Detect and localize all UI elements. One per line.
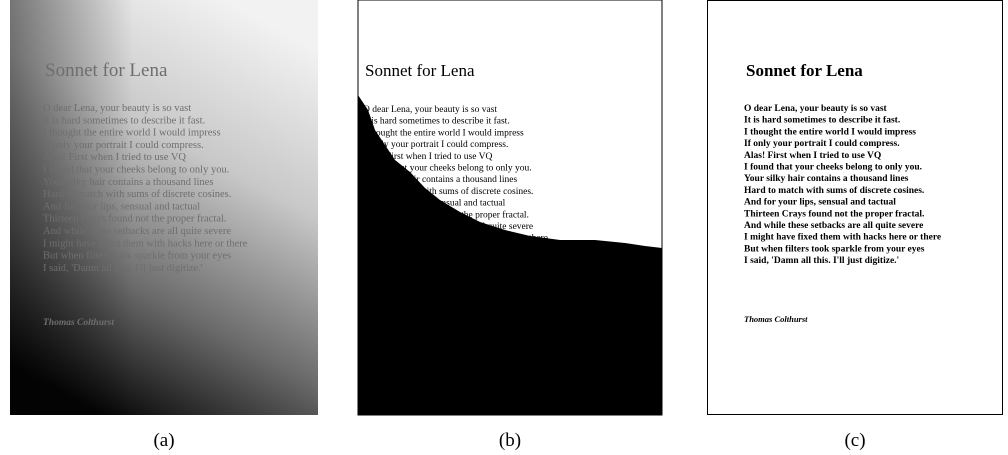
poem-line: O dear Lena, your beauty is so vast (744, 104, 888, 114)
poem-line: I thought the entire world I would impre… (363, 128, 524, 138)
poem-title: Sonnet for Lena (45, 60, 168, 81)
caption: (b) (499, 430, 521, 451)
poem-line: If only your portrait I could compress. (744, 139, 900, 149)
poem-line: I said, 'Damn all this. I'll just digiti… (744, 256, 899, 266)
poem-line: Thirteen Crays found not the proper frac… (744, 209, 924, 219)
poem-line: O dear Lena, your beauty is so vast (43, 103, 191, 114)
poem-line: I thought the entire world I would impre… (43, 128, 221, 139)
poem-line: Alas! First when I tried to use VQ (43, 152, 186, 163)
poem-line: If only your portrait I could compress. (43, 140, 204, 151)
poem-line: And while these setbacks are all quite s… (744, 221, 923, 231)
poem-line: But when filters took sparkle from your … (43, 251, 231, 262)
poem-line: Hard to match with sums of discrete cosi… (744, 186, 924, 196)
poem-line: But when filters took sparkle from your … (744, 244, 925, 254)
poem-author: Thomas Colthurst (43, 318, 114, 328)
poem-line: It is hard sometimes to describe it fast… (363, 116, 510, 127)
poem-line: Hard to match with sums of discrete cosi… (43, 189, 231, 200)
poem-author: Thomas Colthurst (744, 314, 808, 324)
figure: Sonnet for Lena O dear Lena, your beauty … (0, 0, 1008, 455)
poem-line: Thirteen Crays found not the proper frac… (43, 214, 226, 225)
caption: (a) (153, 430, 174, 451)
poem-line: Your silky hair contains a thousand line… (43, 177, 213, 188)
poem-line: I thought the entire world I would impre… (744, 127, 916, 137)
poem-line: It is hard sometimes to describe it fast… (744, 116, 900, 126)
poem-line: And for your lips, sensual and tactual (744, 198, 896, 208)
poem-line: Your silky hair contains a thousand line… (744, 174, 909, 184)
poem-line: I said, 'Damn all this. I'll just digiti… (43, 263, 203, 274)
poem-line: Alas! First when I tried to use VQ (744, 151, 881, 161)
poem-title: Sonnet for Lena (746, 61, 863, 80)
caption: (c) (844, 430, 865, 451)
poem-line: And while these setbacks are all quite s… (43, 226, 231, 237)
poem-line: It is hard sometimes to describe it fast… (43, 115, 205, 126)
poem-line: And for your lips, sensual and tactual (43, 201, 200, 212)
poem-line: I might have fixed them with hacks here … (43, 238, 248, 249)
poem-title: Sonnet for Lena (365, 61, 475, 80)
poem-line: I found that your cheeks belong to only … (43, 165, 229, 176)
poem-line: O dear Lena, your beauty is so vast (363, 105, 497, 115)
captions: (a) (b) (c) (153, 430, 865, 451)
poem-line: I found that your cheeks belong to only … (744, 163, 922, 173)
poem-line: I might have fixed them with hacks here … (744, 233, 941, 243)
